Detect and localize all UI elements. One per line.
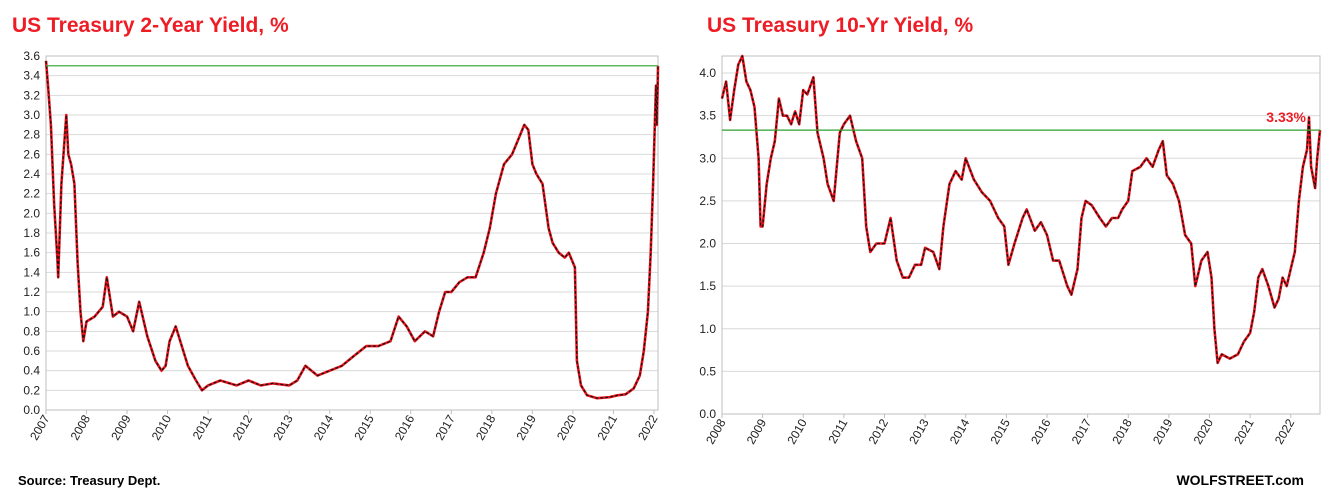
y-tick-label: 1.0	[23, 305, 40, 319]
x-tick-label: 2013	[906, 416, 932, 446]
source-note: Source: Treasury Dept.	[18, 473, 161, 488]
plot-frame	[45, 55, 659, 411]
y-tick-label: 4.0	[699, 66, 716, 80]
series-line-overlay	[45, 60, 659, 399]
y-tick-label: 2.0	[699, 237, 716, 251]
y-tick-label: 1.6	[23, 246, 40, 260]
y-tick-label: 2.4	[23, 167, 40, 181]
y-tick-label: 1.5	[699, 279, 716, 293]
y-tick-label: 3.6	[23, 49, 40, 63]
x-tick-label: 2022	[1272, 416, 1298, 446]
y-tick-label: 1.4	[23, 265, 40, 279]
x-tick-label: 2012	[866, 416, 892, 446]
x-tick-label: 2017	[1069, 416, 1095, 446]
series-line	[720, 54, 1322, 365]
y-tick-label: 0.6	[23, 344, 40, 358]
y-tick-label: 3.0	[23, 108, 40, 122]
brand-watermark: WOLFSTREET.com	[1176, 472, 1304, 488]
y-tick-label: 0.5	[699, 364, 716, 378]
y-tick-label: 3.2	[23, 88, 40, 102]
x-tick-label: 2015	[987, 416, 1013, 446]
y-tick-label: 2.0	[23, 206, 40, 220]
y-tick-label: 0.4	[23, 364, 40, 378]
x-tick-label: 2011	[825, 416, 850, 446]
y-tick-label: 0.0	[699, 407, 716, 421]
yield-chart-2yr: 0.0 0.2 0.4 0.6 0.8 1.0 1.2 1.4 1.6 1.8 2.0 2.2 2.4 2…	[23, 49, 660, 443]
x-tick-label: 2019	[1150, 416, 1176, 446]
y-tick-label: 1.0	[699, 322, 716, 336]
y-tick-label: 2.5	[699, 194, 716, 208]
x-tick-label: 2016	[1028, 416, 1054, 446]
y-tick-label: 2.8	[23, 128, 40, 142]
x-tick-label: 2020	[1191, 416, 1217, 446]
y-tick-label: 2.2	[23, 187, 40, 201]
x-tick-label: 2014	[947, 416, 973, 446]
x-tick-label: 2018	[1109, 416, 1135, 446]
y-tick-label: 0.0	[23, 403, 40, 417]
plot-frame	[721, 55, 1321, 415]
series-line-overlay	[721, 55, 1321, 364]
y-tick-label: 3.4	[23, 69, 40, 83]
chart-title-2yr: US Treasury 2-Year Yield, %	[12, 14, 289, 37]
y-tick-label: 1.2	[23, 285, 40, 299]
x-tick-label: 2009	[744, 416, 770, 446]
x-tick-label: 2010	[784, 416, 810, 446]
y-tick-label: 2.6	[23, 147, 40, 161]
y-tick-label: 1.8	[23, 226, 40, 240]
chart-title-10yr: US Treasury 10-Yr Yield, %	[707, 14, 974, 37]
reference-line-label: 3.33%	[1266, 109, 1306, 125]
y-tick-label: 3.0	[699, 151, 716, 165]
y-tick-label: 0.2	[23, 383, 40, 397]
y-tick-label: 0.8	[23, 324, 40, 338]
x-tick-label: 2021	[1231, 416, 1257, 446]
y-tick-label: 3.5	[699, 109, 716, 123]
